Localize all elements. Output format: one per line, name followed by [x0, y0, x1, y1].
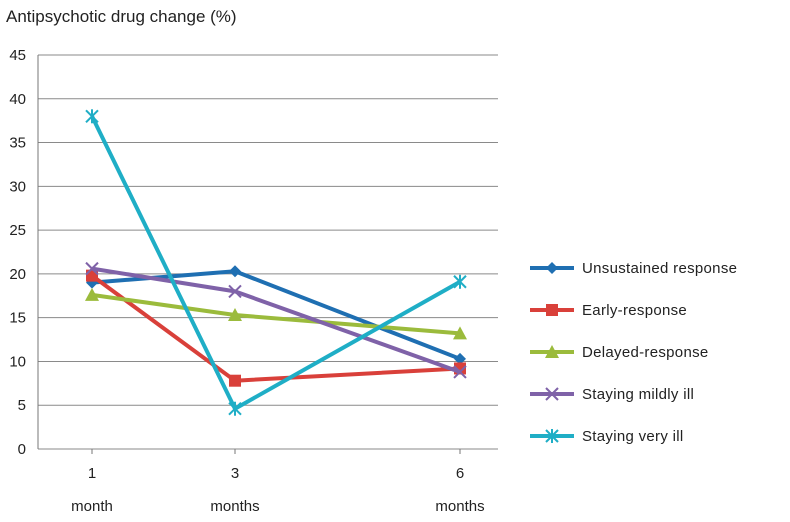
- legend-item: Unsustained response: [530, 260, 737, 277]
- data-point-marker: [228, 401, 242, 416]
- y-tick-label: 5: [18, 397, 26, 414]
- y-tick-label: 30: [9, 178, 26, 195]
- series-lines: [85, 109, 467, 416]
- data-point-marker: [546, 304, 558, 316]
- x-tick-label: month: [71, 498, 113, 515]
- x-tick-label: 1: [88, 465, 96, 482]
- y-tick-label: 15: [9, 310, 26, 327]
- data-point-marker: [229, 374, 241, 387]
- x-tick-label: 6: [456, 465, 464, 482]
- data-point-marker: [85, 261, 99, 276]
- series-3: [85, 261, 467, 379]
- y-tick-label: 20: [9, 266, 26, 283]
- legend-item: Early-response: [530, 302, 687, 319]
- data-point-marker: [228, 308, 242, 322]
- legend-label: Unsustained response: [582, 260, 737, 277]
- series-4: [85, 109, 467, 416]
- legend-label: Staying very ill: [582, 428, 684, 445]
- y-tick-label: 40: [9, 91, 26, 108]
- legend-item: Delayed-response: [530, 344, 709, 361]
- legend-label: Early-response: [582, 302, 687, 319]
- data-point-marker: [545, 429, 559, 443]
- data-point-marker: [85, 287, 99, 301]
- data-point-marker: [453, 326, 467, 340]
- data-point-marker: [546, 262, 558, 274]
- legend: Unsustained response Early-response Delaye…: [530, 260, 737, 445]
- y-tick-label: 0: [18, 441, 26, 458]
- y-tick-label: 25: [9, 222, 26, 239]
- x-axis-tick-labels: 1 month 3 months 6 months: [71, 449, 485, 515]
- legend-label: Staying mildly ill: [582, 386, 694, 403]
- gridlines: [37, 54, 498, 450]
- data-point-marker: [229, 265, 241, 278]
- data-point-marker: [545, 387, 559, 401]
- legend-label: Delayed-response: [582, 344, 709, 361]
- y-tick-label: 45: [9, 47, 26, 64]
- data-point-marker: [85, 109, 99, 124]
- chart-title: Antipsychotic drug change (%): [6, 7, 237, 26]
- series-2: [85, 287, 467, 340]
- data-point-marker: [545, 345, 559, 358]
- y-tick-label: 10: [9, 353, 26, 370]
- data-point-marker: [228, 284, 242, 299]
- series-line: [90, 115, 461, 411]
- data-point-marker: [453, 274, 467, 289]
- legend-item: Staying mildly ill: [530, 386, 694, 403]
- legend-item: Staying very ill: [530, 428, 684, 445]
- y-axis-tick-labels: 0 5 10 15 20 25 30 35 40 45: [9, 47, 26, 458]
- x-tick-label: months: [210, 498, 259, 515]
- x-tick-label: months: [435, 498, 484, 515]
- data-point-marker: [453, 365, 467, 379]
- x-tick-label: 3: [231, 465, 239, 482]
- y-tick-label: 35: [9, 135, 26, 152]
- data-point-marker: [454, 352, 466, 365]
